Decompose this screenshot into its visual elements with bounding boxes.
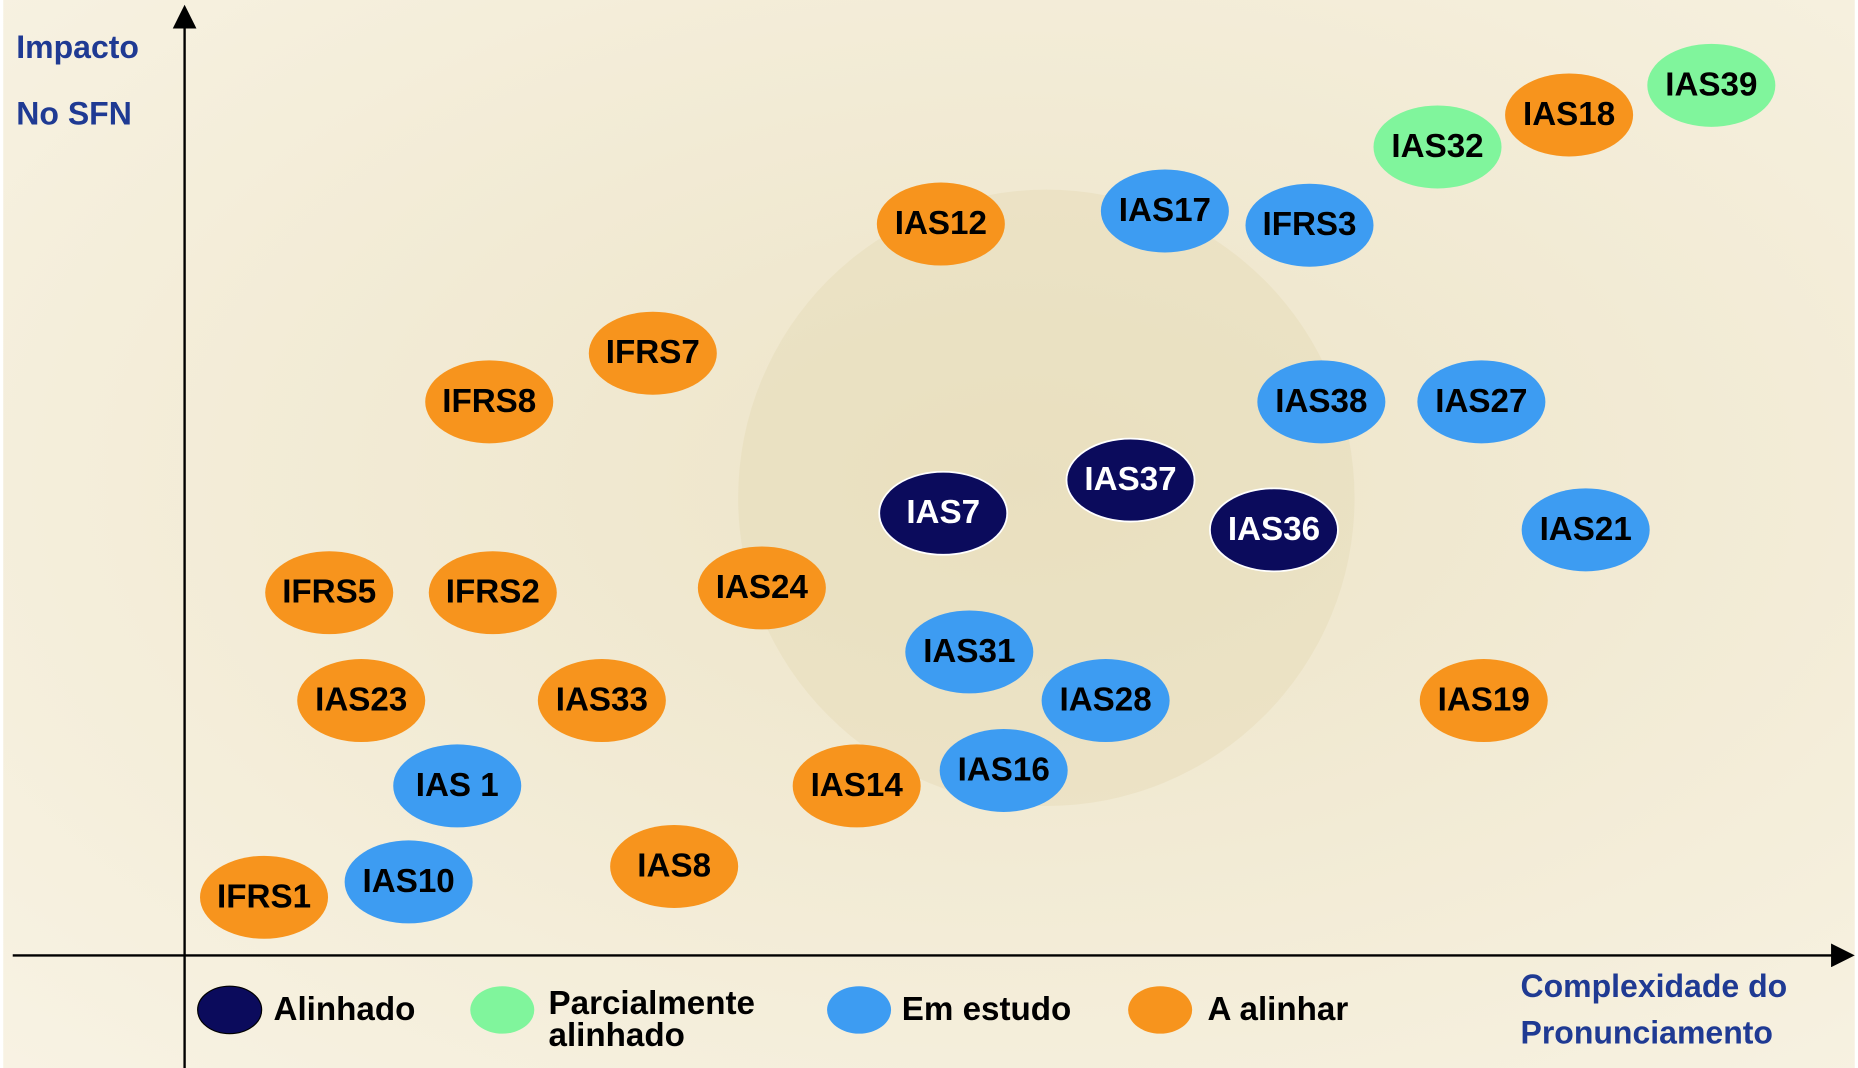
y-axis-label: Impacto [16,29,139,65]
node-label: IAS21 [1540,511,1632,548]
node [1041,659,1170,743]
node-label: IAS10 [363,863,455,900]
node [610,825,739,908]
node-label: IAS8 [637,847,711,884]
node-label: IAS32 [1391,128,1483,165]
node-label: IAS14 [811,767,904,804]
node [200,855,329,939]
node [537,659,666,743]
legend-label: Em estudo [902,991,1072,1028]
node-label: IAS24 [716,569,809,606]
node-label: IFRS3 [1262,206,1356,243]
node [905,610,1034,694]
node-label: IFRS1 [217,878,311,915]
node [878,470,1009,556]
legend-swatch [827,986,892,1034]
node-label: IAS18 [1523,96,1615,133]
node [344,840,473,924]
node-label: IAS31 [923,633,1015,670]
node [1419,659,1548,743]
node-label: IAS12 [895,205,987,242]
legend-label: A alinhar [1208,991,1349,1028]
node [1245,183,1374,267]
node [697,546,826,630]
node-label: IFRS5 [282,574,376,611]
watermark [738,189,1355,807]
node-label: IAS27 [1435,383,1527,420]
x-axis-label: Complexidade do [1520,968,1787,1004]
node [1521,488,1650,572]
legend-swatch [197,985,263,1035]
node-label: IAS19 [1438,681,1530,718]
node-label: IAS16 [958,751,1050,788]
node [1505,73,1634,157]
node [1373,105,1502,189]
node [1209,487,1339,573]
node [1257,360,1386,444]
node [265,551,394,635]
node [588,311,717,395]
legend-label: Alinhado [274,991,416,1028]
node [425,360,554,444]
node [1647,43,1776,127]
node-label: IAS39 [1665,66,1757,103]
legend-label: Parcialmente [549,985,756,1022]
legend-swatch [1128,986,1193,1034]
node [393,744,522,828]
node-label: IAS23 [315,681,407,718]
y-axis-label: No SFN [16,96,132,132]
node-label: IAS17 [1119,192,1211,229]
node-label: IAS28 [1060,681,1152,718]
node [1417,360,1546,444]
node-label: IFRS7 [606,334,700,371]
x-axis-label: Pronunciamento [1520,1014,1772,1050]
node-label: IAS37 [1084,461,1176,498]
node [939,728,1068,812]
node-label: IAS38 [1275,383,1367,420]
node-label: IFRS8 [442,383,536,420]
legend-label: alinhado [549,1017,685,1054]
node [1065,437,1196,523]
node [1100,169,1229,253]
node [792,744,921,828]
node [428,551,557,635]
node-label: IAS33 [556,681,648,718]
legend-swatch [470,986,535,1034]
node [876,182,1005,266]
node-label: IFRS2 [446,574,540,611]
node-label: IAS36 [1228,511,1320,548]
node [297,659,426,743]
node-label: IAS 1 [416,767,499,804]
node-label: IAS7 [906,494,980,531]
